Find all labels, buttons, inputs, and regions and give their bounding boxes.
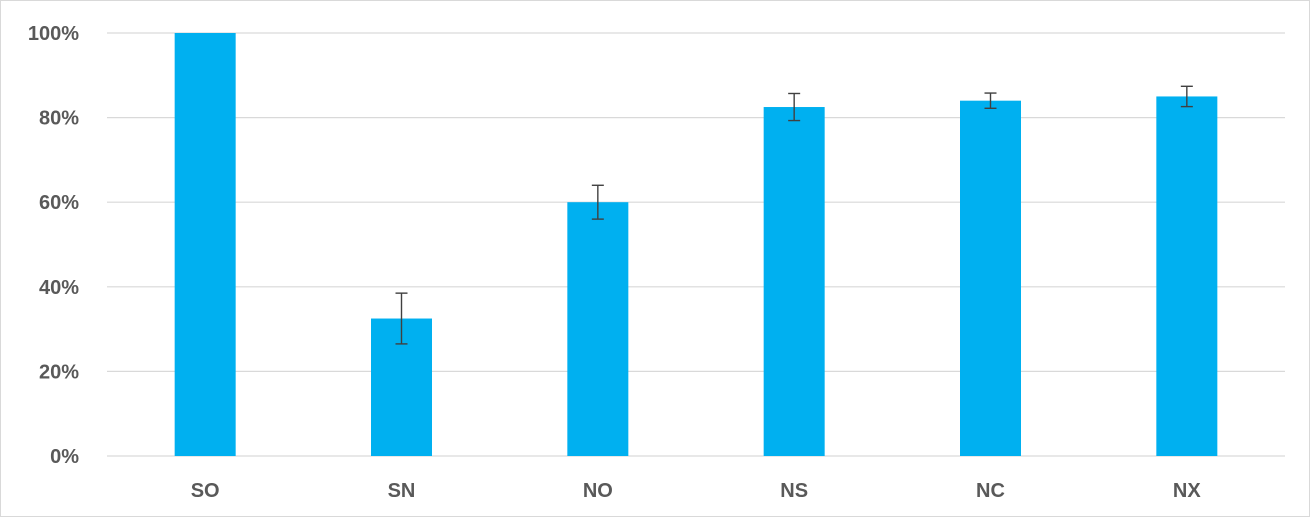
bar-no: [567, 202, 629, 456]
bar-nx: [1156, 96, 1218, 456]
error-bar-nx: [1180, 85, 1193, 108]
x-tick-label-no: NO: [583, 480, 613, 502]
error-bars: [395, 85, 1193, 345]
y-axis-ticks: 0% 20% 40% 60% 80% 100%: [28, 23, 79, 468]
y-tick-label: 40%: [39, 277, 79, 299]
y-tick-label: 60%: [39, 192, 79, 214]
grid-lines: [107, 32, 1285, 457]
error-bar-ns: [788, 92, 801, 122]
bars: [174, 33, 1218, 457]
x-tick-label-so: SO: [191, 480, 220, 502]
bar-nc: [960, 100, 1021, 457]
error-bar-no: [591, 184, 604, 220]
x-tick-label-ns: NS: [780, 480, 808, 502]
y-tick-label: 0%: [50, 446, 79, 468]
y-tick-label: 20%: [39, 361, 79, 383]
x-tick-label-nx: NX: [1173, 480, 1201, 502]
bar-so: [174, 33, 236, 456]
x-tick-label-sn: SN: [388, 480, 416, 502]
bar-ns: [763, 107, 825, 457]
y-tick-label: 80%: [39, 108, 79, 130]
x-axis-labels: SO SN NO NS NC NX: [191, 480, 1202, 502]
error-bar-nc: [984, 92, 997, 109]
x-tick-label-nc: NC: [976, 480, 1005, 502]
y-tick-label: 100%: [28, 23, 79, 45]
error-bar-sn: [395, 292, 408, 345]
